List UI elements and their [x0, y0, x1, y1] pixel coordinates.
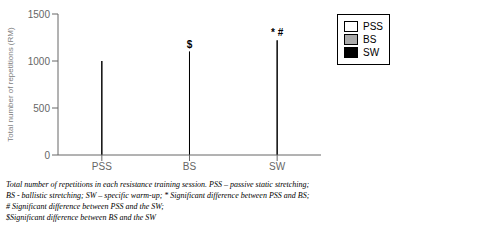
svg-text:* #: * #	[271, 27, 284, 38]
html-text:Total number of repetitions in: Total number of repetitions in each resi…	[6, 180, 310, 189]
svg-text:Total number of repetitions (R: Total number of repetitions (RM)	[8, 27, 15, 142]
html-text:# Significant difference betwe: # Significant difference between PSS and…	[6, 202, 164, 211]
svg-text:1500: 1500	[28, 9, 51, 20]
svg-text:PSS: PSS	[92, 161, 112, 172]
html-text:BS: BS	[363, 34, 377, 45]
html-text:PSS: PSS	[363, 21, 383, 32]
html-text:$Significant difference betwee: $Significant difference between BS and t…	[6, 213, 156, 222]
svg-text:1000: 1000	[28, 56, 51, 67]
svg-text:$: $	[187, 39, 193, 50]
svg-text:500: 500	[33, 103, 50, 114]
svg-text:BS: BS	[183, 161, 197, 172]
svg-text:SW: SW	[269, 161, 286, 172]
svg-text:0: 0	[44, 150, 50, 161]
html-text:BS - ballistic stretching; SW: BS - ballistic stretching; SW – specific…	[6, 191, 310, 200]
html-text:SW: SW	[363, 47, 380, 58]
